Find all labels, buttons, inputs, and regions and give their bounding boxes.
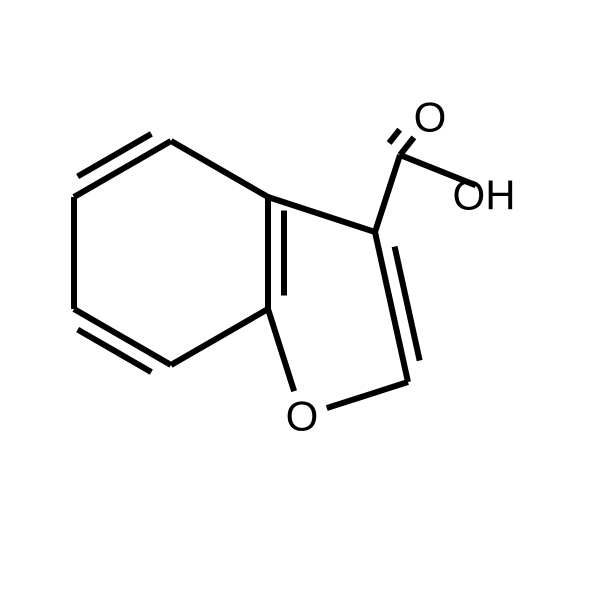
- atom-label-O7: O: [286, 393, 319, 440]
- bond-line: [171, 309, 268, 365]
- bond-line: [171, 141, 268, 197]
- bond-line: [389, 130, 400, 143]
- atom-label-O12: OH: [453, 172, 516, 219]
- bond-line: [400, 137, 414, 155]
- bond-line: [78, 330, 152, 373]
- bond-line: [327, 382, 408, 408]
- bond-line: [78, 134, 152, 177]
- bond-line: [268, 309, 294, 391]
- chemical-structure-diagram: OOOH: [0, 0, 600, 600]
- bonds-layer: [74, 130, 476, 408]
- bond-line: [375, 155, 400, 232]
- bond-line: [375, 232, 408, 382]
- atom-label-O11: O: [414, 94, 447, 141]
